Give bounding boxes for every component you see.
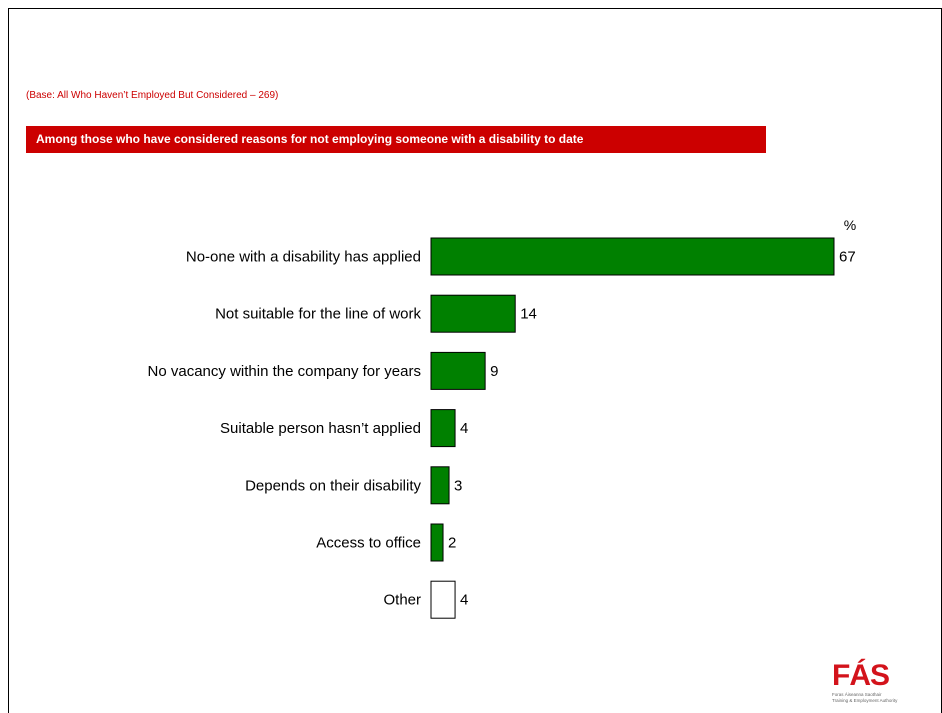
data-label: 67 bbox=[839, 249, 856, 266]
bar bbox=[430, 523, 444, 562]
base-note: (Base: All Who Haven’t Employed But Cons… bbox=[26, 90, 279, 101]
bar bbox=[430, 466, 450, 505]
data-label: 9 bbox=[490, 363, 498, 380]
category-label: Not suitable for the line of work bbox=[215, 306, 421, 323]
category-label: No vacancy within the company for years bbox=[148, 363, 421, 380]
bar bbox=[430, 294, 516, 333]
chart-title: Among those who have considered reasons … bbox=[26, 126, 766, 153]
fas-logo: FÁS Foras Áiseanna Saothair Training & E… bbox=[832, 660, 922, 710]
data-label: 4 bbox=[460, 420, 468, 437]
bar bbox=[430, 237, 835, 276]
logo-line-2: Training & Employment Authority bbox=[832, 698, 898, 703]
logo-mark: FÁS bbox=[832, 659, 890, 692]
category-label: Other bbox=[383, 592, 421, 609]
data-label: 14 bbox=[520, 306, 537, 323]
bar bbox=[430, 580, 456, 619]
bar bbox=[430, 351, 486, 390]
data-label: 3 bbox=[454, 477, 462, 494]
logo-line-1: Foras Áiseanna Saothair bbox=[832, 692, 882, 697]
unit-label: % bbox=[844, 217, 856, 233]
data-label: 4 bbox=[460, 592, 468, 609]
data-label: 2 bbox=[448, 535, 456, 552]
category-label: Suitable person hasn’t applied bbox=[220, 420, 421, 437]
category-label: Depends on their disability bbox=[245, 477, 421, 494]
category-label: No-one with a disability has applied bbox=[186, 249, 421, 266]
category-label: Access to office bbox=[316, 535, 421, 552]
bar bbox=[430, 409, 456, 448]
